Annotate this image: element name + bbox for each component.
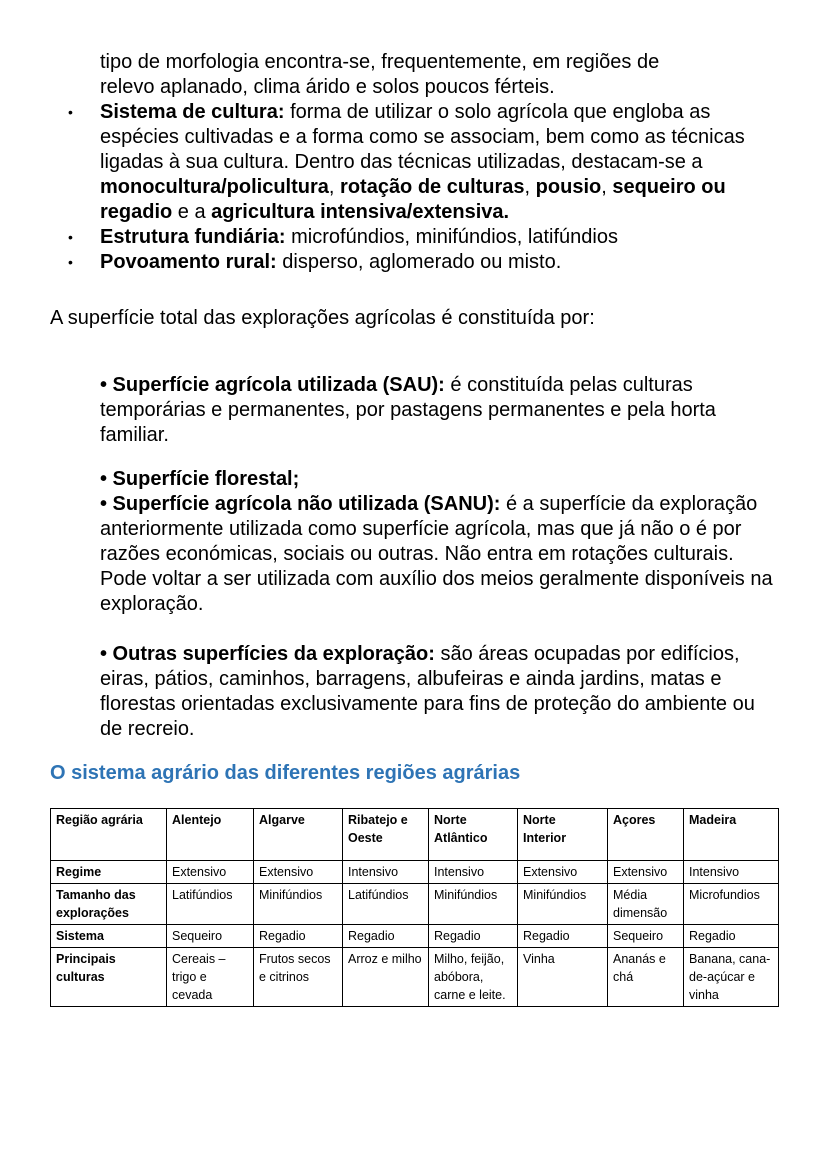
section-title: O sistema agrário das diferentes regiões… bbox=[50, 762, 521, 784]
table-header-row: Região agrária Alentejo Algarve Ribatejo e … bbox=[50, 808, 779, 861]
paragraph: A superfície total das explorações agríc… bbox=[50, 307, 595, 329]
table-row: Principais culturas Cereais – trigo e cev… bbox=[50, 947, 779, 1007]
list-item: Sistema de cultura: forma de utilizar o … bbox=[48, 100, 788, 225]
item-florestal: • Superfície florestal; bbox=[100, 468, 300, 490]
table-row: Regime Extensivo Extensivo Intensivo Intensi… bbox=[50, 860, 779, 884]
regions-table: Região agrária Alentejo Algarve Ribatejo e … bbox=[50, 808, 779, 1007]
item-sau: • Superfície agrícola utilizada (SAU): é… bbox=[100, 374, 716, 446]
list-item: Estrutura fundiária: microfúndios, minif… bbox=[48, 225, 788, 250]
item-outras: • Outras superfícies da exploração: são … bbox=[100, 643, 755, 740]
table-row: Sistema Sequeiro Regadio Regadio Regadio Rega… bbox=[50, 924, 779, 948]
feature-list: Sistema de cultura: forma de utilizar o … bbox=[48, 100, 788, 275]
intro-text: tipo de morfologia encontra-se, frequent… bbox=[100, 51, 660, 98]
table-row: Tamanho das explorações Latifúndios Minifú… bbox=[50, 883, 779, 925]
item-sanu: • Superfície agrícola não utilizada (SAN… bbox=[100, 493, 773, 615]
list-item: Povoamento rural: disperso, aglomerado o… bbox=[48, 250, 788, 275]
